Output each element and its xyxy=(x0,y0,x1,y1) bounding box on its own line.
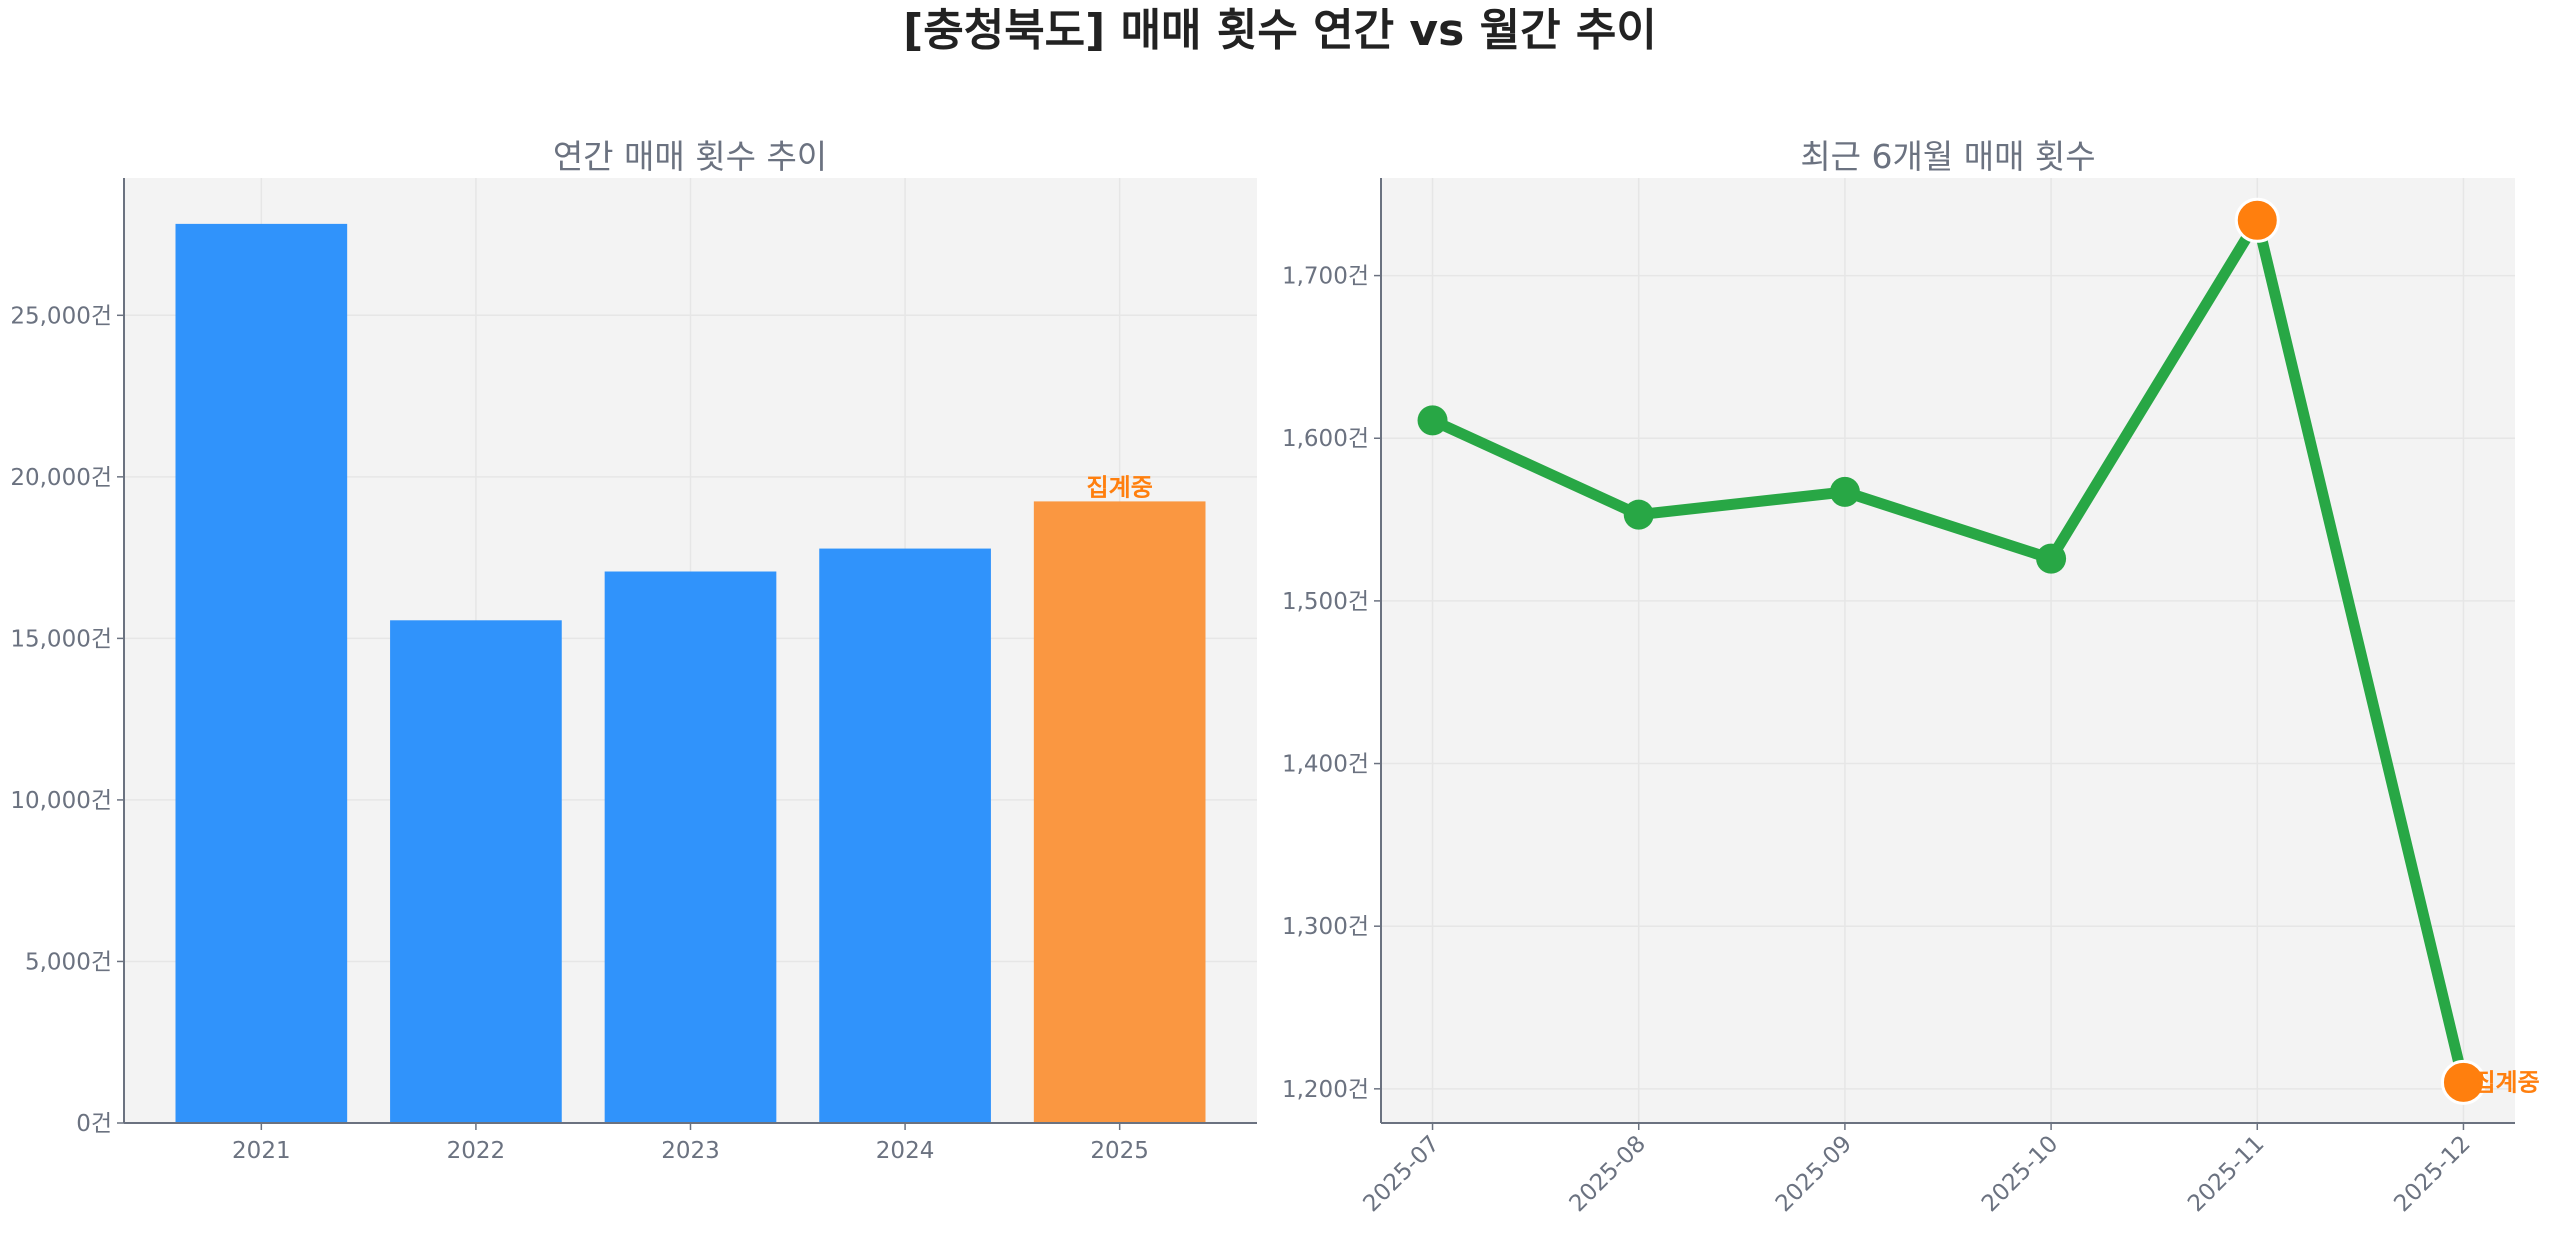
y-tick-label: 10,000건 xyxy=(10,788,112,814)
x-tick-label: 2022 xyxy=(447,1138,506,1164)
bar-annotation: 집계중 xyxy=(1087,473,1153,501)
bar-2025 xyxy=(1033,501,1206,1123)
bar-2022 xyxy=(390,620,562,1123)
right-chart-title: 최근 6개월 매매 횟수 xyxy=(1800,137,2095,176)
x-tick-label: 2025-07 xyxy=(1358,1131,1444,1217)
y-tick-label: 1,400건 xyxy=(1282,752,1369,778)
x-tick-label: 2025-12 xyxy=(2389,1131,2475,1217)
bar-2024 xyxy=(819,548,991,1123)
monthly-line-chart: 1,200건 1,300건 1,400건 1,500건 1,600건 1,700건 2025… xyxy=(1282,178,2540,1217)
x-tick-label: 2025-09 xyxy=(1771,1131,1857,1217)
bar-2023 xyxy=(604,571,777,1123)
y-tick-label: 1,700건 xyxy=(1282,264,1369,290)
data-point-2025-12 xyxy=(2440,1059,2486,1105)
data-point-2025-08 xyxy=(1623,499,1654,530)
y-tick-label: 25,000건 xyxy=(10,303,112,329)
y-tick-label: 20,000건 xyxy=(10,465,112,491)
y-tick-label: 1,600건 xyxy=(1282,426,1369,452)
y-tick-label: 0건 xyxy=(76,1111,112,1137)
x-tick-label: 2025-11 xyxy=(2183,1131,2269,1217)
left-chart-title: 연간 매매 횟수 추이 xyxy=(553,137,827,176)
y-tick-label: 15,000건 xyxy=(10,626,112,652)
data-point-2025-07 xyxy=(1417,405,1448,436)
x-tick-label: 2025-10 xyxy=(1977,1131,2063,1217)
figure-title: [충청북도] 매매 횟수 연간 vs 월간 추이 xyxy=(903,5,1657,56)
x-tick-label: 2021 xyxy=(232,1138,291,1164)
y-tick-label: 1,200건 xyxy=(1282,1077,1369,1103)
bar-2021 xyxy=(175,223,348,1123)
plot-background xyxy=(1381,178,2515,1123)
data-point-2025-09 xyxy=(1829,476,1860,507)
point-annotation: 집계중 xyxy=(2473,1068,2539,1096)
x-tick-label: 2023 xyxy=(661,1138,720,1164)
x-tick-label: 2025-08 xyxy=(1565,1131,1651,1217)
y-tick-label: 1,300건 xyxy=(1282,914,1369,940)
y-tick-label: 1,500건 xyxy=(1282,589,1369,615)
data-point-2025-11 xyxy=(2234,197,2280,243)
data-point-2025-10 xyxy=(2036,543,2067,574)
annual-bar-chart: 0건 5,000건 10,000건 15,000건 20,000건 25,000건 2021… xyxy=(10,178,1257,1164)
x-tick-label: 2025 xyxy=(1090,1138,1149,1164)
x-tick-label: 2024 xyxy=(876,1138,935,1164)
series-line xyxy=(1430,214,2469,1084)
y-tick-label: 5,000건 xyxy=(25,949,112,975)
